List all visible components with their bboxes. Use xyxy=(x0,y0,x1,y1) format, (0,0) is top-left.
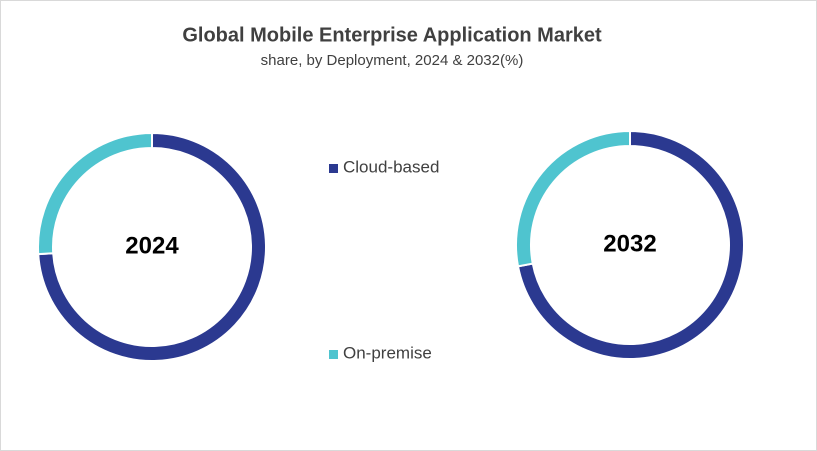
chart-subtitle: share, by Deployment, 2024 & 2032(%) xyxy=(261,52,524,69)
center-label: 2032 xyxy=(603,230,656,257)
chart-title: Global Mobile Enterprise Application Mar… xyxy=(182,24,602,46)
legend-swatch xyxy=(329,350,338,359)
donut-slice xyxy=(37,131,153,256)
legend-swatch xyxy=(329,164,338,173)
donut-slice xyxy=(515,129,631,268)
legend-label: On-premise xyxy=(343,343,432,362)
center-label: 2024 xyxy=(125,232,179,259)
legend-label: Cloud-based xyxy=(343,157,439,176)
